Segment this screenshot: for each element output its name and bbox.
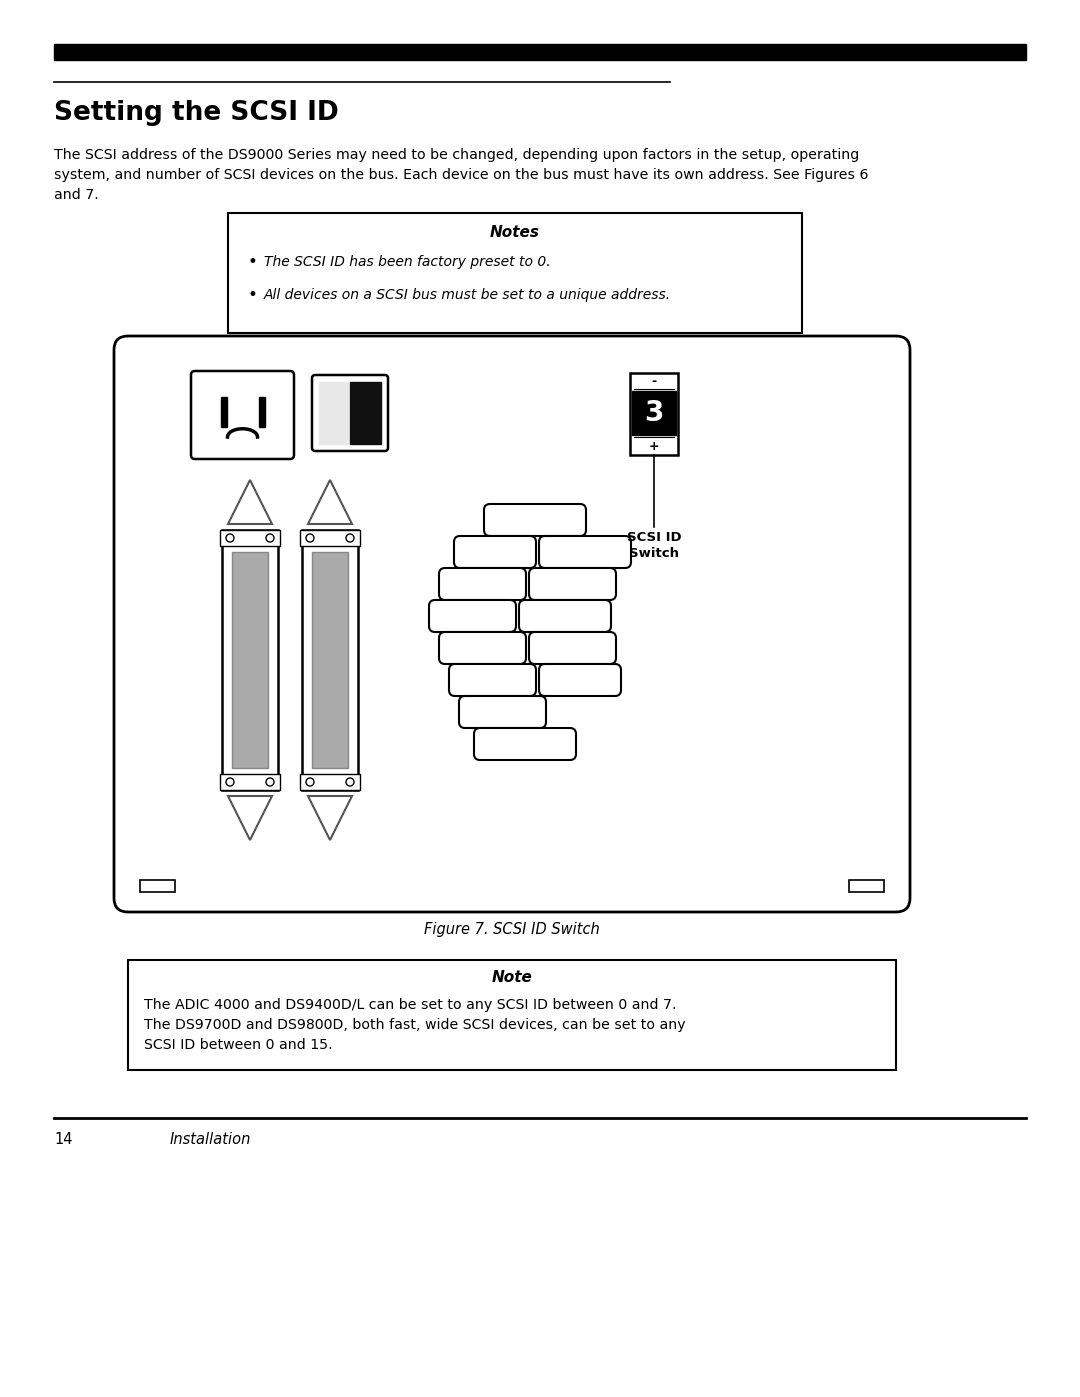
FancyBboxPatch shape	[484, 504, 586, 536]
Text: -: -	[651, 374, 657, 387]
Text: Setting the SCSI ID: Setting the SCSI ID	[54, 101, 339, 126]
Bar	[222, 529, 278, 789]
Polygon shape	[228, 481, 272, 524]
Bar	[220, 397, 227, 427]
Text: SCSI ID: SCSI ID	[626, 531, 681, 543]
Circle shape	[346, 778, 354, 787]
Polygon shape	[308, 481, 352, 524]
Bar	[632, 391, 676, 434]
Bar	[849, 880, 885, 893]
FancyBboxPatch shape	[539, 664, 621, 696]
Circle shape	[266, 778, 274, 787]
Bar	[300, 774, 360, 789]
FancyBboxPatch shape	[519, 599, 611, 631]
FancyBboxPatch shape	[438, 631, 526, 664]
FancyBboxPatch shape	[438, 569, 526, 599]
FancyBboxPatch shape	[529, 631, 616, 664]
Circle shape	[306, 778, 314, 787]
Bar	[300, 529, 360, 546]
FancyBboxPatch shape	[454, 536, 536, 569]
Bar	[54, 43, 1026, 60]
FancyBboxPatch shape	[312, 374, 388, 451]
FancyBboxPatch shape	[114, 337, 910, 912]
Circle shape	[266, 534, 274, 542]
Bar	[129, 960, 896, 1070]
FancyBboxPatch shape	[429, 599, 516, 631]
FancyBboxPatch shape	[529, 569, 616, 599]
Circle shape	[226, 534, 234, 542]
Text: 14: 14	[54, 1132, 72, 1147]
Circle shape	[306, 534, 314, 542]
Bar	[228, 212, 802, 332]
Text: All devices on a SCSI bus must be set to a unique address.: All devices on a SCSI bus must be set to…	[264, 288, 671, 302]
Bar	[319, 381, 348, 444]
Text: Switch: Switch	[629, 548, 679, 560]
Text: Notes: Notes	[490, 225, 540, 240]
Circle shape	[346, 534, 354, 542]
Text: •: •	[248, 253, 258, 271]
Text: The ADIC 4000 and DS9400D/L can be set to any SCSI ID between 0 and 7.
The DS970: The ADIC 4000 and DS9400D/L can be set t…	[144, 997, 686, 1052]
Bar	[350, 381, 381, 444]
Text: Installation: Installation	[170, 1132, 252, 1147]
Bar	[258, 397, 265, 427]
Text: •: •	[248, 286, 258, 305]
Text: 3: 3	[645, 400, 664, 427]
Bar	[232, 552, 268, 768]
FancyBboxPatch shape	[449, 664, 536, 696]
Bar	[220, 774, 280, 789]
Text: The SCSI ID has been factory preset to 0.: The SCSI ID has been factory preset to 0…	[264, 256, 551, 270]
Bar	[302, 529, 357, 789]
Polygon shape	[308, 796, 352, 840]
Text: Figure 7. SCSI ID Switch: Figure 7. SCSI ID Switch	[424, 922, 599, 937]
Circle shape	[226, 778, 234, 787]
Polygon shape	[228, 796, 272, 840]
Bar	[140, 880, 175, 893]
Bar	[630, 373, 678, 455]
Text: Note: Note	[491, 970, 532, 985]
FancyBboxPatch shape	[474, 728, 576, 760]
Bar	[220, 529, 280, 546]
Text: +: +	[649, 440, 659, 453]
FancyBboxPatch shape	[459, 696, 546, 728]
Bar	[312, 552, 348, 768]
FancyBboxPatch shape	[191, 372, 294, 460]
FancyBboxPatch shape	[539, 536, 631, 569]
Text: The SCSI address of the DS9000 Series may need to be changed, depending upon fac: The SCSI address of the DS9000 Series ma…	[54, 148, 868, 203]
